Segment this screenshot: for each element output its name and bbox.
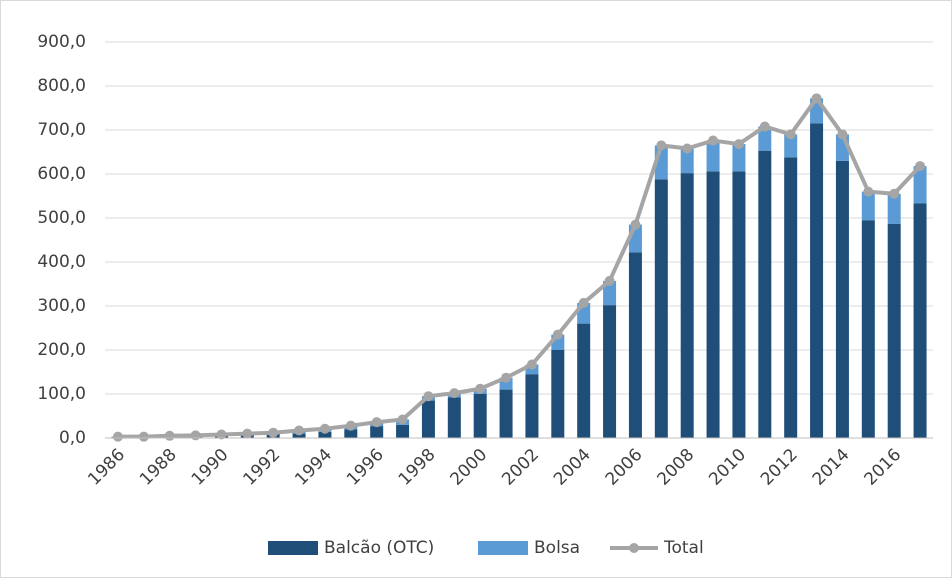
line-marker <box>708 135 719 146</box>
line-marker <box>164 430 175 441</box>
legend-label: Bolsa <box>534 538 580 558</box>
bar <box>603 305 617 438</box>
y-tick-label: 100,0 <box>37 384 86 404</box>
line-marker <box>889 188 900 199</box>
y-tick-label: 300,0 <box>37 296 86 316</box>
line-marker <box>578 297 589 308</box>
bar <box>525 374 539 438</box>
bar <box>887 223 901 438</box>
y-tick-label: 800,0 <box>37 76 86 96</box>
bar <box>810 123 824 439</box>
bar <box>861 191 875 221</box>
line-marker <box>837 129 848 140</box>
line-marker <box>785 129 796 140</box>
y-tick-label: 900,0 <box>37 32 86 52</box>
bar <box>861 220 875 438</box>
line-marker <box>138 431 149 442</box>
line-marker <box>604 275 615 286</box>
line-marker <box>216 429 227 440</box>
bar <box>473 394 487 438</box>
bar <box>292 433 306 438</box>
bar <box>421 400 435 438</box>
line-marker <box>345 420 356 431</box>
y-tick-label: 500,0 <box>37 208 86 228</box>
legend-swatch <box>268 541 318 555</box>
legend-swatch <box>478 541 528 555</box>
line-marker <box>371 417 382 428</box>
line-marker <box>294 425 305 436</box>
bar <box>628 252 642 438</box>
line-marker <box>475 383 486 394</box>
bar <box>680 148 694 174</box>
y-tick-label: 200,0 <box>37 340 86 360</box>
bar <box>499 377 513 390</box>
bar <box>784 157 798 438</box>
y-tick-label: 700,0 <box>37 120 86 140</box>
bar <box>732 171 746 439</box>
line-marker <box>759 121 770 132</box>
line-marker <box>112 431 123 442</box>
line-marker <box>656 140 667 151</box>
bar <box>913 166 927 204</box>
legend-label: Balcão (OTC) <box>324 538 434 558</box>
bar <box>551 350 565 438</box>
bar <box>835 160 849 439</box>
bar <box>344 429 358 438</box>
line-marker <box>190 430 201 441</box>
y-tick-label: 600,0 <box>37 164 86 184</box>
line-marker <box>526 359 537 370</box>
bar <box>887 193 901 224</box>
y-tick-label: 400,0 <box>37 252 86 272</box>
y-tick-label: 0,0 <box>59 428 86 448</box>
bar <box>499 389 513 438</box>
line-marker <box>811 93 822 104</box>
bar <box>370 426 384 438</box>
bar <box>706 171 720 439</box>
line-marker <box>733 139 744 150</box>
line-marker <box>682 143 693 154</box>
bar <box>577 323 591 438</box>
line-marker <box>423 391 434 402</box>
bar <box>654 179 668 438</box>
line-marker <box>552 329 563 340</box>
bar <box>758 150 772 438</box>
line-marker <box>501 372 512 383</box>
line-marker <box>242 428 253 439</box>
line-marker <box>449 388 460 399</box>
bar <box>318 431 332 438</box>
bar <box>706 140 720 172</box>
line-marker <box>863 186 874 197</box>
bar <box>732 144 746 172</box>
line-marker <box>915 161 926 172</box>
line-marker <box>630 219 641 230</box>
bar <box>447 397 461 438</box>
bar <box>603 280 617 306</box>
bar <box>680 173 694 438</box>
bar <box>784 134 798 158</box>
bar <box>396 424 410 438</box>
bar <box>913 203 927 438</box>
legend-swatch-marker <box>629 543 639 553</box>
line-marker <box>268 427 279 438</box>
line-marker <box>397 414 408 425</box>
legend-label: Total <box>663 538 704 558</box>
line-marker <box>319 423 330 434</box>
bar <box>758 126 772 151</box>
